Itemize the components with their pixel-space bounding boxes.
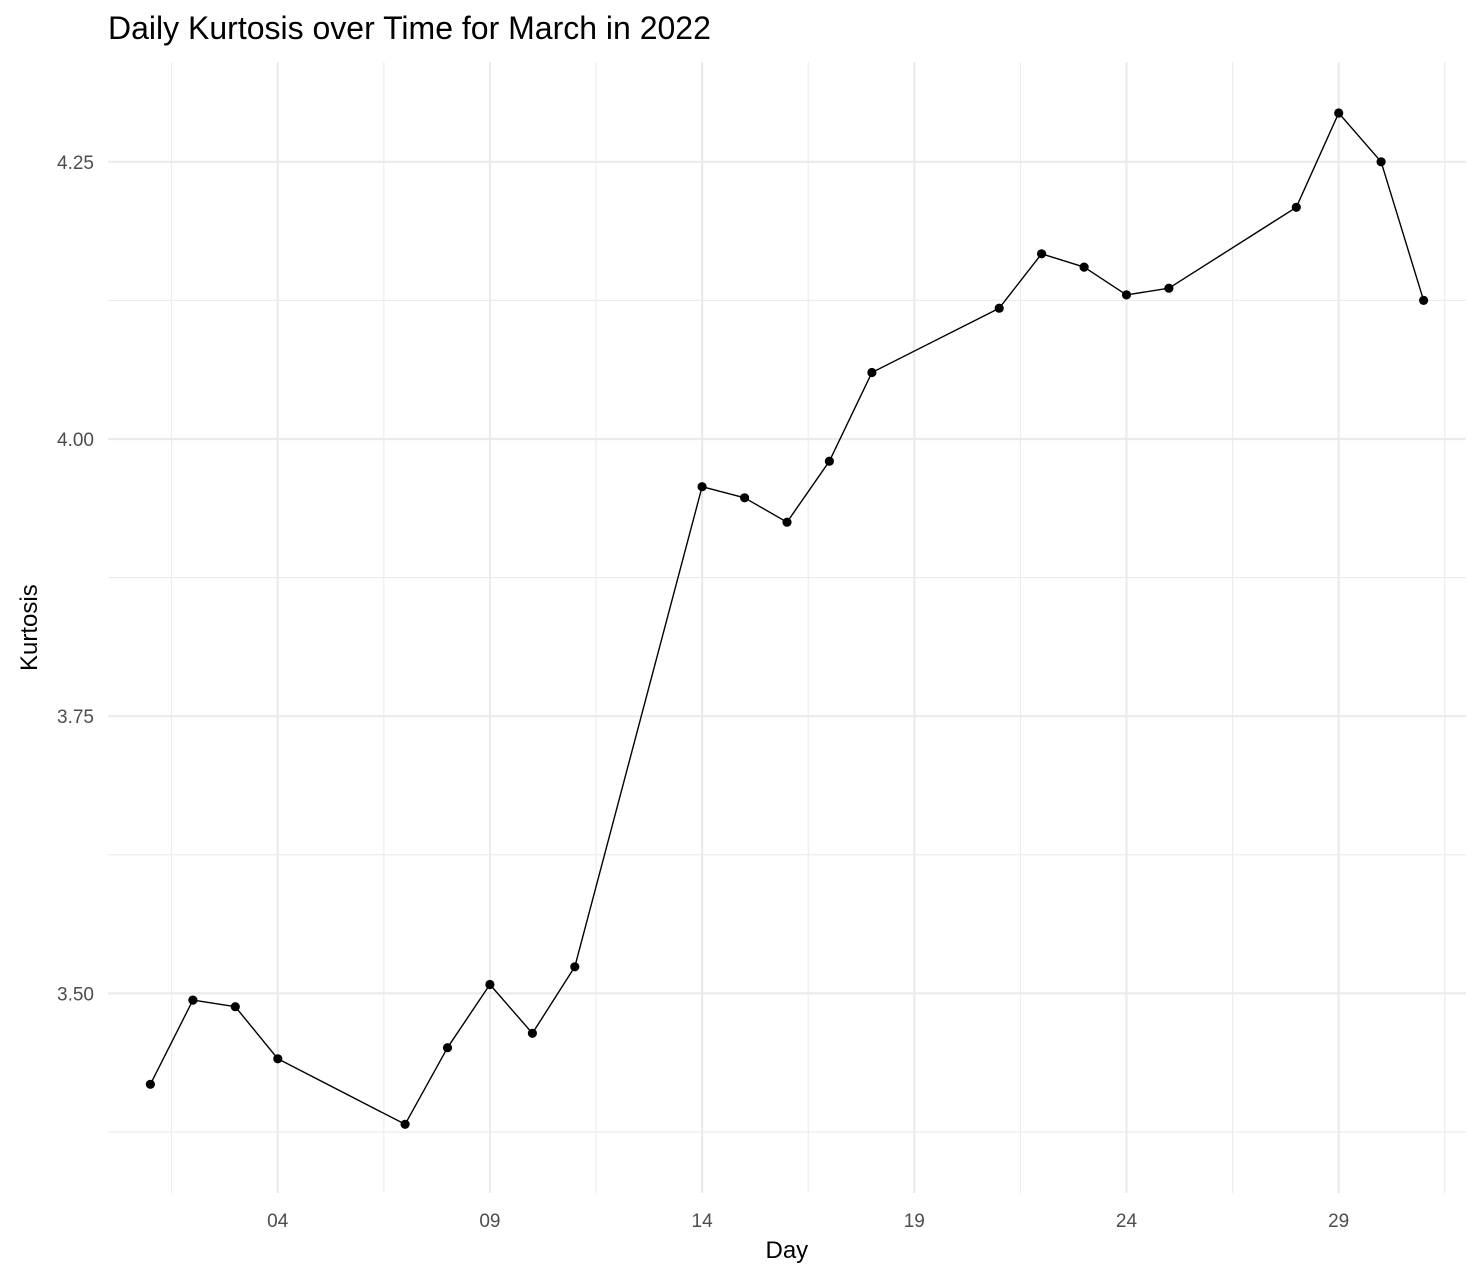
- y-tick-label: 3.75: [57, 707, 94, 728]
- data-point: [400, 1119, 410, 1129]
- data-point: [1419, 295, 1429, 305]
- data-point: [188, 995, 198, 1005]
- data-point: [485, 979, 495, 990]
- x-tick-label: 24: [1116, 1211, 1138, 1232]
- data-point: [867, 367, 877, 378]
- y-tick-label: 3.50: [57, 984, 94, 1005]
- x-tick-label: 19: [904, 1211, 925, 1232]
- y-tick-label: 4.00: [57, 430, 94, 451]
- data-point: [994, 303, 1004, 313]
- data-point: [1037, 249, 1047, 259]
- data-point: [230, 1002, 240, 1012]
- data-point: [442, 1043, 453, 1053]
- data-point: [570, 962, 580, 972]
- data-point: [527, 1028, 538, 1038]
- x-tick-label: 09: [479, 1211, 500, 1232]
- minor-gridlines: [108, 62, 1466, 1193]
- data-points: [145, 108, 1429, 1129]
- x-tick-label: 04: [267, 1211, 289, 1232]
- data-point: [1079, 262, 1089, 272]
- data-point: [145, 1079, 155, 1089]
- data-point: [1376, 157, 1386, 167]
- data-point: [740, 493, 750, 503]
- data-point: [1334, 108, 1344, 118]
- y-tick-label: 4.25: [57, 153, 94, 174]
- major-gridlines: [108, 62, 1466, 1193]
- x-tick-label: 14: [692, 1211, 714, 1232]
- x-tick-label: 29: [1328, 1211, 1349, 1232]
- x-tick-labels: 04 09 14 19 24 29: [267, 1211, 1349, 1232]
- chart-title: Daily Kurtosis over Time for March in 20…: [108, 10, 711, 46]
- data-point: [1121, 290, 1132, 300]
- data-point: [824, 456, 835, 466]
- data-point: [782, 517, 792, 527]
- x-axis-label: Day: [765, 1237, 809, 1264]
- y-tick-labels: 3.50 3.75 4.00 4.25: [57, 153, 94, 1006]
- data-point: [273, 1054, 283, 1064]
- data-point: [1164, 283, 1174, 293]
- data-point: [697, 482, 707, 492]
- data-point: [1291, 202, 1301, 212]
